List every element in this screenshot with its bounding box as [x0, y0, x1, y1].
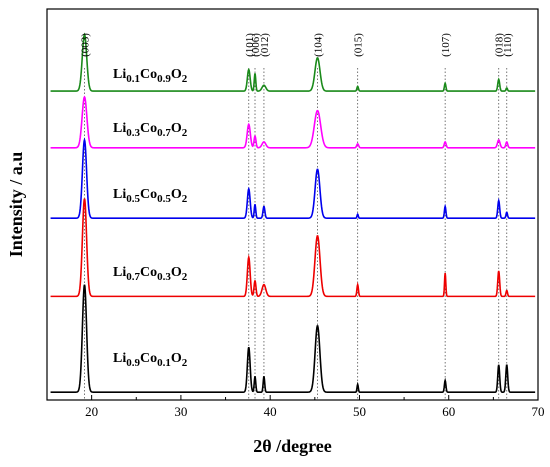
x-tick-label: 40	[264, 404, 277, 419]
x-tick-label: 30	[174, 404, 187, 419]
plot-frame	[46, 8, 539, 401]
series-labels: Li0.1Co0.9O2 Li0.3Co0.7O2 Li0.5Co0.5O2 Li0.…	[113, 67, 188, 369]
peak-hkl-label: (015)	[353, 33, 365, 57]
x-tick-label: 50	[353, 404, 366, 419]
series-label: Li0.3Co0.7O2	[113, 121, 188, 139]
peak-hkl-label: (012)	[259, 33, 271, 57]
peak-hkl-label: (104)	[312, 33, 324, 57]
series-label: Li0.1Co0.9O2	[113, 67, 188, 85]
series-curves	[50, 32, 536, 393]
peak-hkl-label: (006)	[250, 33, 262, 57]
x-tick-label: 60	[442, 404, 455, 419]
x-axis-title: 2θ /degree	[253, 436, 332, 456]
series-line	[50, 95, 536, 149]
peak-hkl-label: (107)	[440, 33, 452, 57]
x-axis-ticks: 20 30 40 50 60 70	[46, 395, 545, 419]
series-line	[50, 284, 536, 393]
peak-hkl-label: (018)	[494, 33, 506, 57]
peak-labels: (003) (101)(006)(012) (104) (015) (107) (018)…	[79, 33, 513, 57]
series-line	[50, 198, 536, 298]
series-label: Li0.9Co0.1O2	[113, 351, 188, 369]
peak-reference-lines	[84, 68, 508, 400]
series-label: Li0.7Co0.3O2	[113, 265, 188, 283]
peak-hkl-label: (101)	[244, 33, 256, 57]
series-line	[50, 137, 536, 219]
peak-hkl-label: (003)	[79, 33, 91, 57]
y-axis-title: Intensity / a.u	[6, 152, 26, 258]
series-label: Li0.5Co0.5O2	[113, 187, 188, 205]
series-line	[50, 32, 536, 92]
x-tick-label: 70	[532, 404, 545, 419]
x-tick-label: 20	[85, 404, 98, 419]
peak-hkl-label: (110)	[502, 33, 514, 57]
